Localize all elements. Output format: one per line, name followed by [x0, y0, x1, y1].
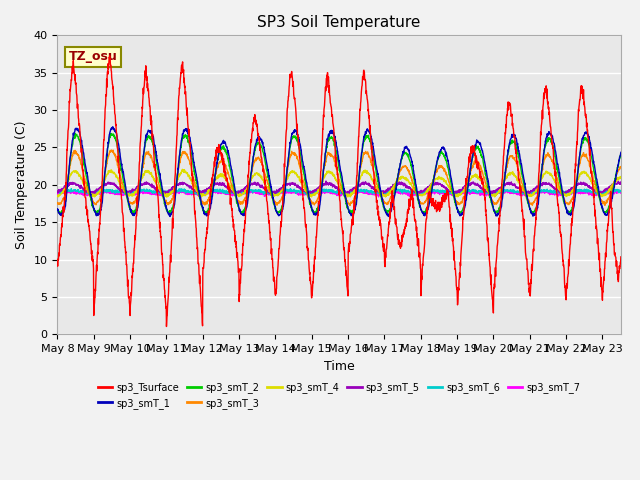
Text: TZ_osu: TZ_osu: [68, 50, 117, 63]
Title: SP3 Soil Temperature: SP3 Soil Temperature: [257, 15, 420, 30]
Y-axis label: Soil Temperature (C): Soil Temperature (C): [15, 120, 28, 249]
Legend: sp3_Tsurface, sp3_smT_1, sp3_smT_2, sp3_smT_3, sp3_smT_4, sp3_smT_5, sp3_smT_6, : sp3_Tsurface, sp3_smT_1, sp3_smT_2, sp3_…: [94, 378, 584, 413]
X-axis label: Time: Time: [324, 360, 355, 372]
